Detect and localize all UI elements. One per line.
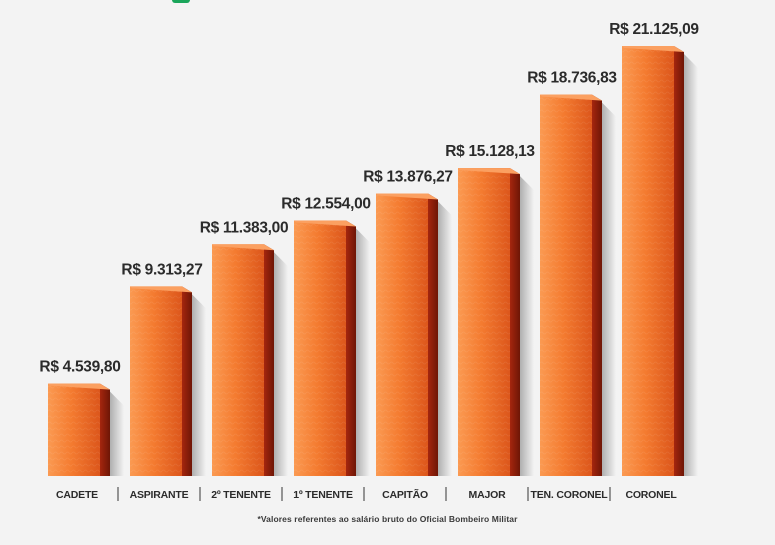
bar-texture bbox=[294, 220, 346, 476]
bar-side-face bbox=[592, 94, 602, 477]
bar-side-face bbox=[428, 193, 438, 476]
category-label-6: MAJOR bbox=[469, 489, 507, 501]
bar-shadow bbox=[274, 252, 288, 476]
bar-7 bbox=[540, 94, 616, 477]
category-label-2: ASPIRANTE bbox=[130, 489, 189, 501]
value-label-1: R$ 4.539,80 bbox=[39, 359, 120, 376]
bar-5 bbox=[376, 193, 452, 476]
bar-texture bbox=[130, 286, 182, 476]
category-label-3: 2º TENENTE bbox=[211, 489, 271, 501]
top-accent-mark bbox=[172, 0, 190, 3]
bar-texture bbox=[622, 46, 674, 476]
category-label-7: TEN. CORONEL bbox=[531, 489, 609, 501]
category-label-4: 1º TENENTE bbox=[293, 489, 353, 501]
bar-top-face bbox=[130, 286, 192, 293]
category-axis: CADETE ASPIRANTE 2º TENENTE 1º TENENTE CAPIT… bbox=[56, 487, 678, 501]
bar-top-face bbox=[294, 220, 356, 227]
bar-2 bbox=[130, 286, 206, 476]
bar-texture bbox=[48, 383, 100, 476]
footnote: *Valores referentes ao salário bruto do … bbox=[257, 514, 518, 524]
bar-6 bbox=[458, 168, 534, 476]
category-label-8: CORONEL bbox=[625, 489, 677, 501]
bars-layer bbox=[48, 46, 698, 477]
bar-3 bbox=[212, 244, 288, 476]
value-label-6: R$ 15.128,13 bbox=[445, 143, 535, 160]
category-label-5: CAPITÃO bbox=[382, 488, 428, 501]
bar-1 bbox=[48, 383, 124, 476]
bar-shadow bbox=[438, 201, 452, 476]
value-label-4: R$ 12.554,00 bbox=[281, 195, 370, 212]
bar-side-face bbox=[182, 286, 192, 476]
bar-shadow bbox=[110, 391, 124, 476]
bar-shadow bbox=[356, 228, 370, 476]
bar-side-face bbox=[264, 244, 274, 476]
bar-texture bbox=[376, 193, 428, 476]
value-label-5: R$ 13.876,27 bbox=[363, 169, 452, 186]
value-label-7: R$ 18.736,83 bbox=[527, 70, 617, 87]
value-label-8: R$ 21.125,09 bbox=[609, 21, 699, 38]
bar-side-face bbox=[100, 383, 110, 476]
bar-shadow bbox=[520, 176, 534, 476]
bar-4 bbox=[294, 220, 370, 476]
bar-top-face bbox=[376, 193, 438, 200]
bar-top-face bbox=[458, 168, 520, 175]
bar-shadow bbox=[684, 54, 698, 476]
value-label-3: R$ 11.383,00 bbox=[200, 219, 289, 236]
bar-top-face bbox=[540, 94, 602, 101]
bar-shadow bbox=[602, 102, 616, 477]
bar-side-face bbox=[510, 168, 520, 476]
value-label-2: R$ 9.313,27 bbox=[121, 261, 202, 278]
bar-texture bbox=[458, 168, 510, 476]
value-labels-layer: R$ 4.539,80 R$ 9.313,27 R$ 11.383,00 R$ 12.… bbox=[39, 21, 699, 376]
bar-texture bbox=[540, 94, 592, 477]
bar-shadow bbox=[192, 294, 206, 476]
bar-top-face bbox=[622, 46, 684, 52]
category-label-1: CADETE bbox=[56, 489, 98, 501]
bar-top-face bbox=[212, 244, 274, 251]
bar-top-face bbox=[48, 383, 110, 390]
bar-8 bbox=[622, 46, 698, 476]
bar-side-face bbox=[674, 46, 684, 476]
bar-side-face bbox=[346, 220, 356, 476]
bar-texture bbox=[212, 244, 264, 476]
